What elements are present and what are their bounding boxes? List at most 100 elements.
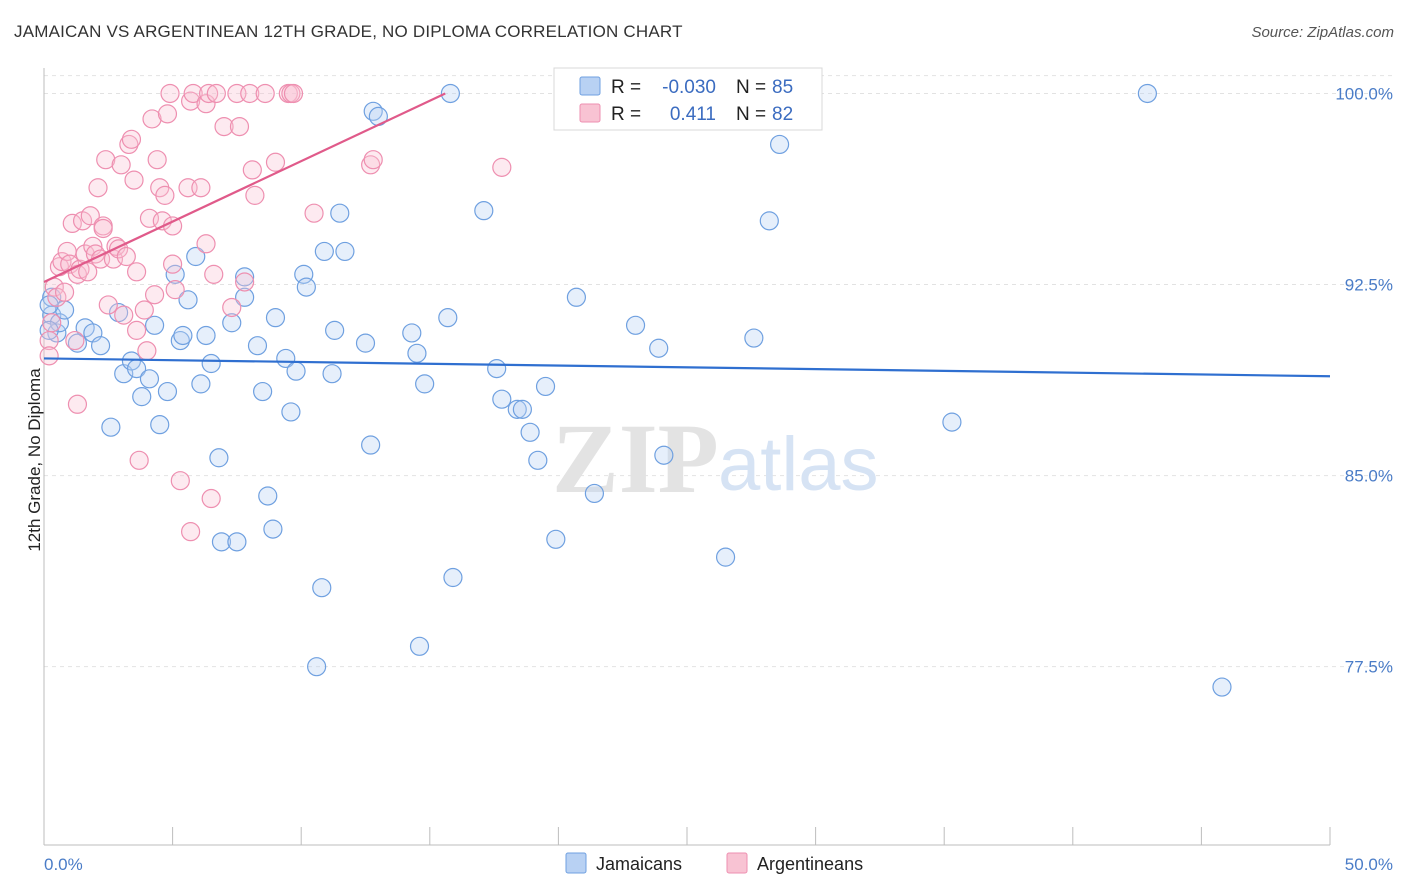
bottom-legend-jamaicans: Jamaicans: [596, 854, 682, 874]
point-argentineans: [111, 155, 131, 175]
correlation-legend: R = -0.030 N = 85 R = 0.411 N = 82: [553, 67, 823, 131]
point-jamaicans: [67, 333, 88, 353]
point-argentineans: [242, 160, 262, 180]
point-argentineans: [39, 346, 59, 366]
point-jamaicans: [235, 267, 255, 287]
point-jamaicans: [139, 369, 160, 389]
x-tick-label-max: 50.0%: [1345, 855, 1393, 874]
point-jamaicans: [90, 336, 111, 356]
point-argentineans: [96, 150, 116, 170]
point-argentineans: [142, 109, 162, 129]
y-tick-labels: 77.5% 85.0% 92.5% 100.0%: [1335, 84, 1393, 676]
point-jamaicans: [186, 246, 206, 267]
watermark: ZIP atlas: [552, 403, 879, 514]
point-jamaicans: [744, 328, 764, 348]
point-argentineans: [163, 254, 183, 274]
y-tick-label: 92.5%: [1345, 276, 1393, 295]
point-jamaicans: [108, 302, 129, 323]
y-tick-label: 100.0%: [1335, 84, 1393, 103]
point-jamaicans: [209, 448, 229, 468]
legend-n-label-1: N =: [736, 77, 766, 98]
point-argentineans: [160, 83, 180, 104]
point-argentineans: [492, 157, 512, 177]
point-argentineans: [126, 320, 147, 340]
point-argentineans: [222, 297, 242, 318]
point-jamaicans: [335, 241, 355, 262]
point-argentineans: [124, 170, 144, 190]
point-jamaicans: [307, 657, 327, 677]
point-jamaicans: [361, 435, 381, 455]
point-jamaicans: [769, 134, 790, 155]
point-argentineans: [157, 104, 178, 124]
chart-title: JAMAICAN VS ARGENTINEAN 12TH GRADE, NO D…: [14, 22, 683, 41]
point-argentineans: [181, 522, 201, 542]
point-jamaicans: [157, 381, 178, 402]
point-argentineans: [199, 83, 219, 104]
point-argentineans: [119, 134, 139, 155]
point-jamaicans: [512, 399, 532, 419]
trend-line-argentineans: [43, 92, 446, 283]
legend-swatch-argentineans: [579, 103, 601, 123]
point-argentineans: [204, 264, 224, 284]
point-jamaicans: [322, 364, 342, 384]
point-jamaicans: [312, 578, 332, 598]
point-argentineans: [183, 83, 203, 104]
point-argentineans: [52, 252, 72, 272]
point-jamaicans: [173, 325, 193, 346]
point-jamaicans: [235, 287, 255, 307]
x-tick-label-min: 0.0%: [44, 855, 83, 874]
point-argentineans: [245, 185, 265, 205]
point-jamaicans: [625, 315, 646, 335]
point-argentineans: [80, 206, 100, 226]
point-argentineans: [93, 218, 113, 239]
point-argentineans: [214, 116, 234, 137]
point-jamaicans: [409, 636, 430, 656]
point-argentineans: [235, 272, 255, 292]
point-jamaicans: [1212, 677, 1232, 697]
watermark-atlas: atlas: [718, 422, 879, 507]
point-argentineans: [304, 203, 324, 223]
point-argentineans: [170, 471, 190, 491]
point-argentineans: [88, 178, 108, 198]
point-argentineans: [147, 150, 167, 170]
series-jamaicans: [39, 83, 1232, 697]
legend-r-label-1: R =: [611, 77, 641, 98]
point-jamaicans: [1137, 83, 1157, 104]
data-points: [39, 83, 1232, 697]
point-argentineans: [229, 116, 250, 137]
point-argentineans: [54, 282, 75, 302]
point-jamaicans: [258, 486, 278, 506]
point-jamaicans: [438, 308, 458, 328]
point-argentineans: [363, 150, 383, 170]
legend-n-value-2: 82: [772, 104, 793, 125]
x-tick-labels: 0.0% 50.0%: [44, 855, 1393, 874]
point-jamaicans: [286, 361, 306, 381]
point-jamaicans: [492, 389, 512, 409]
point-jamaicans: [759, 211, 779, 231]
point-argentineans: [78, 262, 98, 282]
trend-lines: [43, 92, 1331, 378]
point-jamaicans: [49, 313, 70, 333]
legend-swatch-jamaicans: [579, 76, 601, 96]
axes: [43, 68, 1331, 846]
point-jamaicans: [170, 330, 190, 351]
y-tick-label: 85.0%: [1345, 467, 1393, 486]
point-jamaicans: [144, 315, 165, 335]
legend-r-value-2: 0.411: [670, 104, 716, 125]
point-argentineans: [116, 246, 136, 267]
point-jamaicans: [355, 333, 376, 353]
y-axis-label: 12th Grade, No Diploma: [25, 368, 44, 552]
point-argentineans: [206, 83, 226, 104]
point-jamaicans: [649, 338, 669, 358]
point-argentineans: [361, 155, 381, 175]
point-jamaicans: [132, 387, 152, 407]
point-argentineans: [144, 285, 165, 305]
point-jamaicans: [314, 241, 334, 262]
point-jamaicans: [191, 374, 211, 394]
point-argentineans: [121, 129, 142, 149]
point-argentineans: [98, 295, 118, 315]
point-argentineans: [191, 178, 211, 198]
legend-n-value-1: 85: [772, 77, 793, 98]
point-argentineans: [126, 262, 147, 282]
